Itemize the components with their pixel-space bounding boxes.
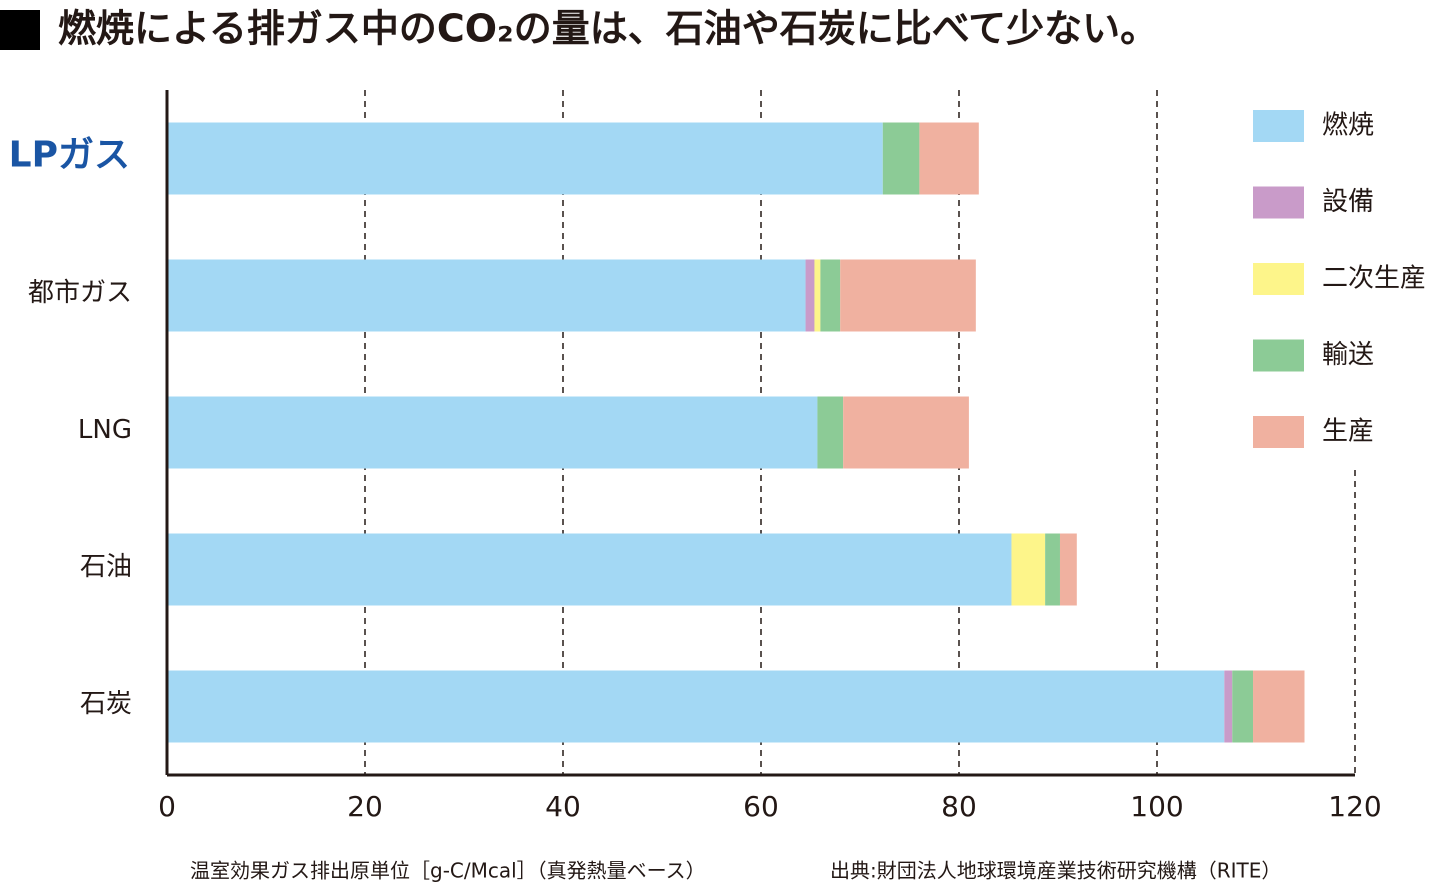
legend-label: 輸送 <box>1322 340 1374 370</box>
bar-segment <box>817 396 844 469</box>
x-tick-label: 40 <box>545 790 581 823</box>
bar-segment <box>843 396 969 469</box>
y-tick-label: 都市ガス <box>28 278 132 308</box>
bar-segment <box>805 259 815 332</box>
bar-segment <box>840 259 976 332</box>
bar-segment <box>167 259 806 332</box>
legend-label: 設備 <box>1322 187 1374 217</box>
bar-segment <box>1232 670 1254 743</box>
bar-segment <box>167 533 1012 606</box>
y-tick-label: LNG <box>78 415 132 445</box>
source: 出典:財団法人地球環境産業技術研究機構（RITE） <box>830 859 1281 883</box>
x-tick-label: 20 <box>347 790 383 823</box>
bar-segment <box>1011 533 1046 606</box>
bar-segment <box>1224 670 1233 743</box>
bar-segment <box>167 670 1225 743</box>
legend-label: 生産 <box>1322 417 1374 447</box>
x-tick-label: 60 <box>743 790 779 823</box>
legend-swatch <box>1253 186 1304 219</box>
legend-label: 燃焼 <box>1322 111 1374 141</box>
bar-segment <box>167 122 883 195</box>
x-tick-label: 100 <box>1130 790 1183 823</box>
x-tick-label: 0 <box>158 790 176 823</box>
bar-segment <box>882 122 920 195</box>
legend-swatch <box>1253 263 1304 295</box>
bar-segment <box>820 259 841 332</box>
bar-segment <box>167 396 818 469</box>
y-tick-label: LPガス <box>9 135 130 176</box>
legend-swatch <box>1253 339 1304 372</box>
bar-segment <box>1045 533 1060 606</box>
bar-segment <box>919 122 979 195</box>
bar-segment <box>1253 670 1305 743</box>
chart-title: 燃焼による排ガス中のCO₂の量は、石油や石炭に比べて少ない。 <box>58 7 1158 51</box>
bar-segment <box>814 259 821 332</box>
legend-swatch <box>1253 110 1304 142</box>
x-tick-label: 80 <box>941 790 977 823</box>
legend-label: 二次生産 <box>1322 264 1426 294</box>
x-tick-label: 120 <box>1328 790 1381 823</box>
title-marker <box>0 10 40 50</box>
y-tick-label: 石炭 <box>80 689 132 719</box>
y-tick-label: 石油 <box>80 552 132 582</box>
legend-swatch <box>1253 416 1304 448</box>
bar-segment <box>1059 533 1077 606</box>
note: 温室効果ガス排出原単位［g-C/Mcal］（真発熱量ベース） <box>190 859 706 883</box>
